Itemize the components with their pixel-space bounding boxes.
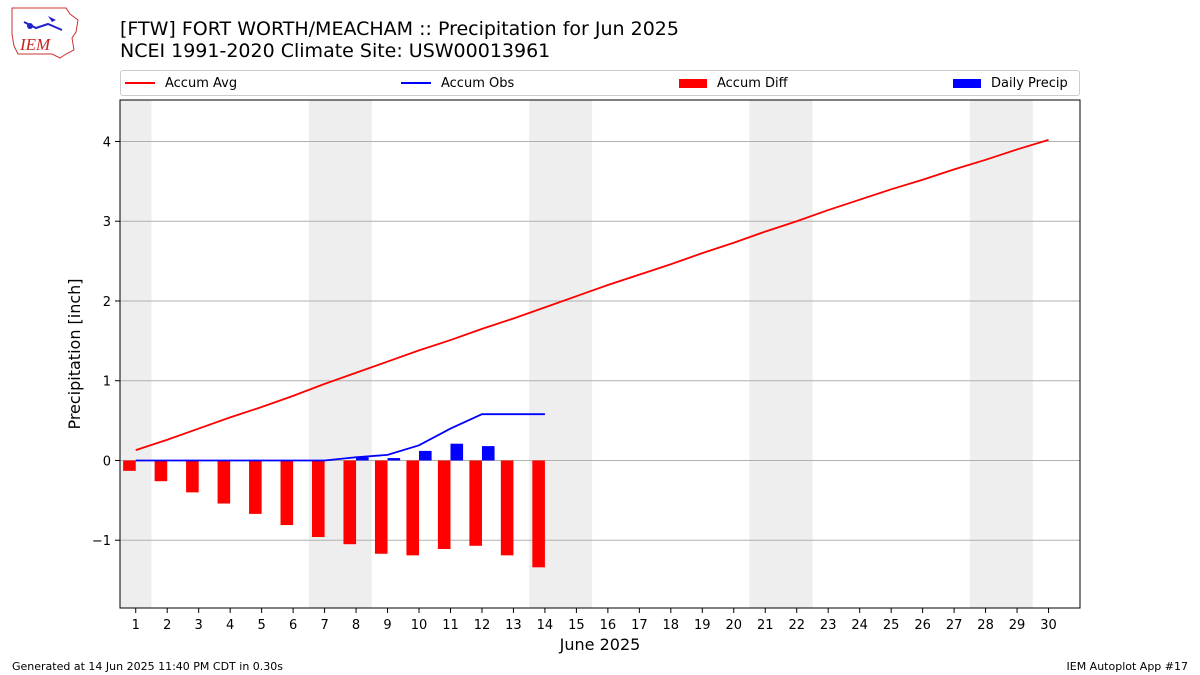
x-tick-label: 6 [289,618,297,633]
x-tick-label: 4 [226,618,234,633]
weekend-band [120,100,152,608]
x-tick-label: 3 [195,618,203,633]
legend-label: Daily Precip [991,75,1068,91]
x-tick-label: 12 [474,618,491,633]
bar-daily-precip [419,450,432,461]
weekend-band [969,100,1033,608]
x-tick-label: 17 [631,618,648,633]
x-tick-label: 22 [788,618,805,633]
x-tick-label: 23 [820,618,837,633]
y-tick-label: −1 [92,534,111,549]
x-tick-label: 25 [883,618,900,633]
x-tick-label: 20 [725,618,742,633]
x-axis-label: June 2025 [559,635,641,654]
y-tick-label: 2 [103,295,111,310]
legend-label: Accum Obs [441,75,515,91]
bar-accum-diff [532,460,545,568]
bar-accum-diff [374,460,388,554]
x-tick-label: 11 [442,618,459,633]
iem-logo: IEM [11,7,79,59]
x-tick-label: 2 [163,618,171,633]
svg-text:IEM: IEM [19,35,51,54]
bar-accum-diff [437,460,451,549]
bar-accum-diff [343,460,357,545]
legend-label: Accum Avg [165,75,238,91]
x-tick-label: 21 [757,618,774,633]
footer-generated-info: Generated at 14 Jun 2025 11:40 PM CDT in… [12,660,284,673]
x-tick-label: 24 [851,618,868,633]
chart-subtitle: NCEI 1991-2020 Climate Site: USW00013961 [120,40,551,62]
x-tick-label: 27 [946,618,963,633]
bar-accum-diff [249,460,262,514]
weekend-band [749,100,813,608]
bar-accum-diff [312,460,325,538]
legend-swatch [679,78,707,88]
x-tick-label: 29 [1009,618,1026,633]
x-tick-label: 15 [568,618,585,633]
bar-accum-diff [217,460,231,504]
bar-accum-diff [500,460,514,556]
bar-accum-diff [186,460,199,493]
bar-accum-diff [406,460,420,556]
legend-item-accum-diff: Accum Diff [679,71,788,95]
x-tick-label: 7 [320,618,328,633]
bar-accum-diff [123,460,136,471]
bar-daily-precip [481,446,495,461]
bar-accum-diff [280,460,294,526]
x-tick-label: 9 [383,618,391,633]
y-tick-label: 4 [103,135,111,150]
bar-daily-precip [450,443,464,461]
legend-item-accum-avg: Accum Avg [125,71,237,95]
x-tick-label: 14 [537,618,554,633]
legend-item-accum-obs: Accum Obs [401,71,514,95]
x-tick-label: 5 [257,618,265,633]
plot-frame [119,99,1081,609]
y-tick-label: 1 [103,375,111,390]
x-tick-label: 1 [132,618,140,633]
y-tick-label: 0 [103,454,111,469]
x-tick-label: 13 [505,618,522,633]
footer-app-info: IEM Autoplot App #17 [1066,660,1189,673]
x-tick-label: 8 [352,618,360,633]
x-tick-label: 16 [600,618,617,633]
legend-swatch [401,82,431,84]
x-tick-label: 10 [411,618,428,633]
x-tick-label: 26 [914,618,931,633]
line-accum-obs [135,413,545,462]
bar-accum-diff [154,460,168,482]
x-tick-label: 18 [663,618,680,633]
bar-daily-precip [387,458,401,461]
x-tick-label: 28 [977,618,994,633]
legend-label: Accum Diff [717,75,788,91]
bar-accum-diff [469,460,482,546]
chart-title: [FTW] FORT WORTH/MEACHAM :: Precipitatio… [120,18,679,40]
legend-swatch [125,82,155,84]
x-tick-label: 30 [1040,618,1057,633]
y-tick-label: 3 [103,215,111,230]
y-axis-label: Precipitation [inch] [65,278,84,429]
x-tick-label: 19 [694,618,711,633]
line-accum-avg [135,139,1049,451]
legend-item-daily-precip: Daily Precip [953,71,1068,95]
bar-daily-precip [356,457,369,461]
legend: Accum Avg Accum Obs Accum Diff Daily Pre… [120,70,1080,96]
legend-swatch [953,78,981,88]
